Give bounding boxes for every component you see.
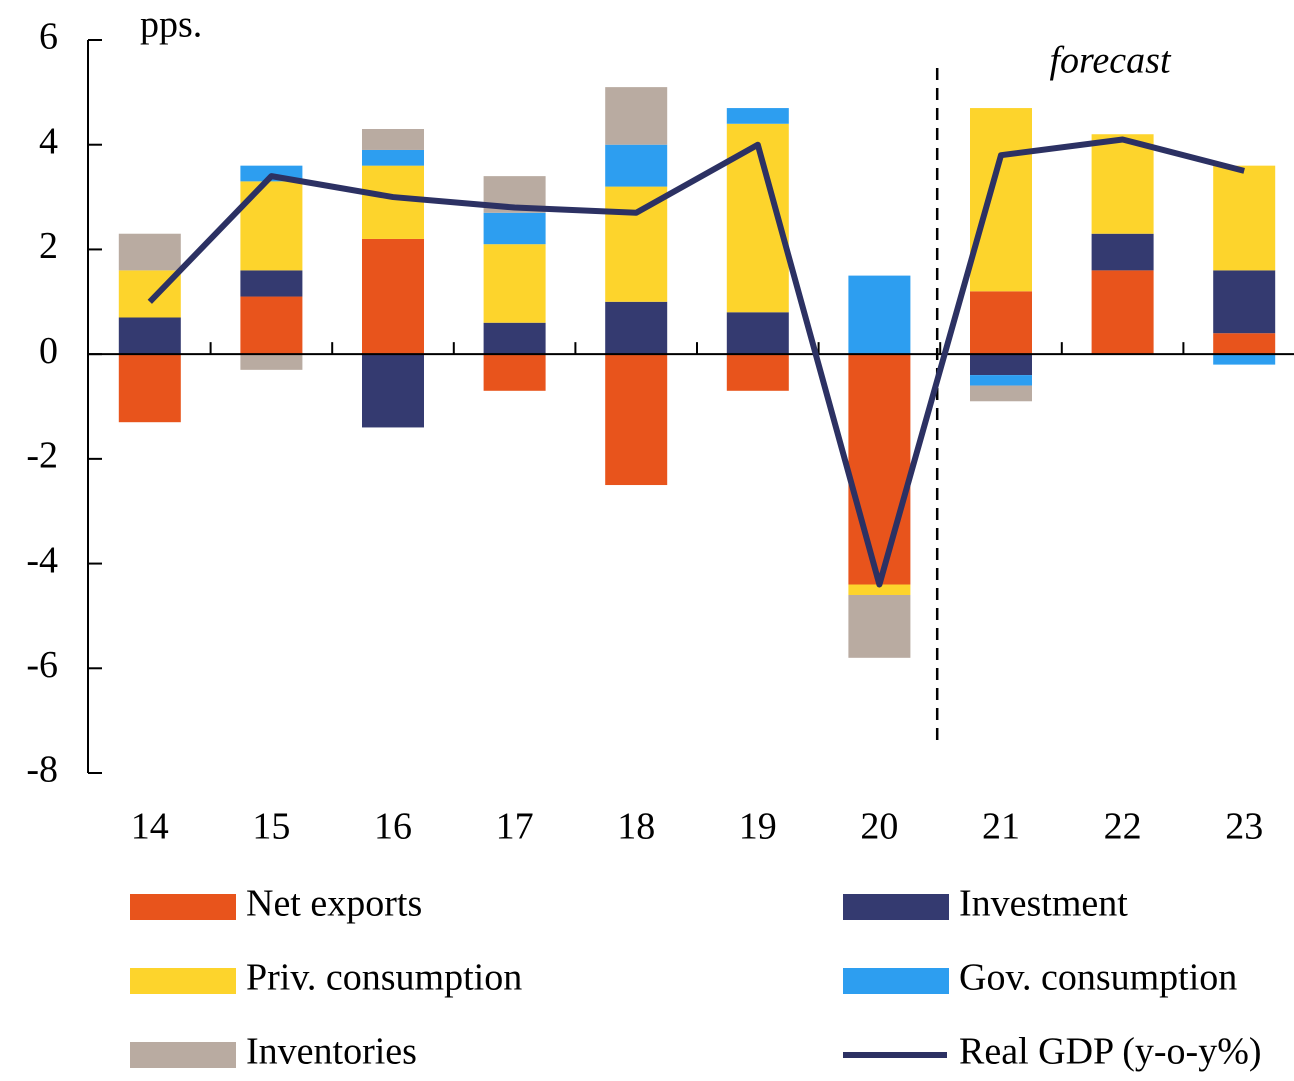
x-tick-label: 22 bbox=[1104, 806, 1142, 848]
bar bbox=[970, 385, 1032, 402]
bar bbox=[483, 244, 546, 323]
x-tick-label: 15 bbox=[252, 806, 290, 848]
y-tick-label: -2 bbox=[26, 435, 58, 477]
x-tick-label: 14 bbox=[131, 806, 169, 848]
x-tick-label: 17 bbox=[496, 806, 534, 848]
bar bbox=[362, 149, 424, 166]
bar bbox=[1091, 134, 1154, 234]
y-tick-label: 0 bbox=[39, 330, 58, 372]
bar bbox=[1213, 165, 1276, 271]
bar bbox=[483, 212, 546, 245]
legend-label: Gov. consumption bbox=[959, 957, 1237, 999]
legend-swatch bbox=[130, 894, 236, 920]
legend-swatch bbox=[843, 968, 949, 994]
bar bbox=[970, 108, 1032, 292]
legend-swatch bbox=[843, 894, 949, 920]
y-tick-label: -6 bbox=[26, 644, 58, 686]
x-tick-label: 20 bbox=[860, 806, 898, 848]
y-tick-label: -8 bbox=[26, 749, 58, 791]
bar bbox=[240, 354, 303, 370]
line bbox=[147, 136, 1245, 588]
unit-label: pps. bbox=[140, 4, 202, 46]
bar bbox=[483, 354, 546, 391]
legend-label: Inventories bbox=[246, 1031, 417, 1073]
bar bbox=[605, 87, 668, 145]
bar bbox=[605, 354, 668, 486]
bar bbox=[1213, 270, 1276, 334]
bar bbox=[605, 301, 668, 355]
bar bbox=[726, 312, 789, 355]
bar bbox=[848, 275, 911, 355]
bar bbox=[848, 354, 911, 585]
bar bbox=[118, 233, 181, 271]
x-tick-label: 23 bbox=[1225, 806, 1263, 848]
legend-label: Real GDP (y-o-y%) bbox=[959, 1031, 1262, 1073]
legend-swatch bbox=[130, 968, 236, 994]
x-tick-label: 18 bbox=[617, 806, 655, 848]
y-tick-label: 6 bbox=[39, 16, 58, 58]
bar bbox=[726, 354, 789, 391]
bar bbox=[970, 354, 1032, 376]
y-tick-label: -4 bbox=[26, 539, 58, 581]
bar bbox=[118, 317, 181, 355]
bar bbox=[240, 270, 303, 297]
bar bbox=[1091, 270, 1154, 355]
bar bbox=[1213, 354, 1276, 365]
bar bbox=[605, 144, 668, 187]
x-tick-label: 21 bbox=[982, 806, 1020, 848]
x-tick-label: 19 bbox=[739, 806, 777, 848]
bar bbox=[848, 584, 911, 595]
bar bbox=[362, 129, 424, 150]
bar bbox=[483, 322, 546, 355]
bar bbox=[362, 238, 424, 355]
bar bbox=[1213, 333, 1276, 355]
x-tick-label: 16 bbox=[374, 806, 412, 848]
y-tick-label: 2 bbox=[39, 225, 58, 267]
legend-swatch bbox=[130, 1042, 236, 1068]
bar bbox=[970, 291, 1032, 355]
bar bbox=[118, 354, 181, 423]
bar bbox=[362, 354, 424, 428]
bar bbox=[970, 375, 1032, 386]
y-tick-label: 4 bbox=[39, 120, 58, 162]
bar bbox=[726, 108, 789, 124]
legend-label: Investment bbox=[959, 883, 1128, 925]
legend-label: Priv. consumption bbox=[246, 957, 522, 999]
bar bbox=[605, 186, 668, 302]
bar bbox=[1091, 233, 1154, 271]
bar bbox=[362, 165, 424, 239]
forecast-label: forecast bbox=[1049, 40, 1171, 82]
bar bbox=[848, 594, 911, 658]
bar bbox=[240, 296, 303, 355]
legend-label: Net exports bbox=[246, 883, 422, 925]
